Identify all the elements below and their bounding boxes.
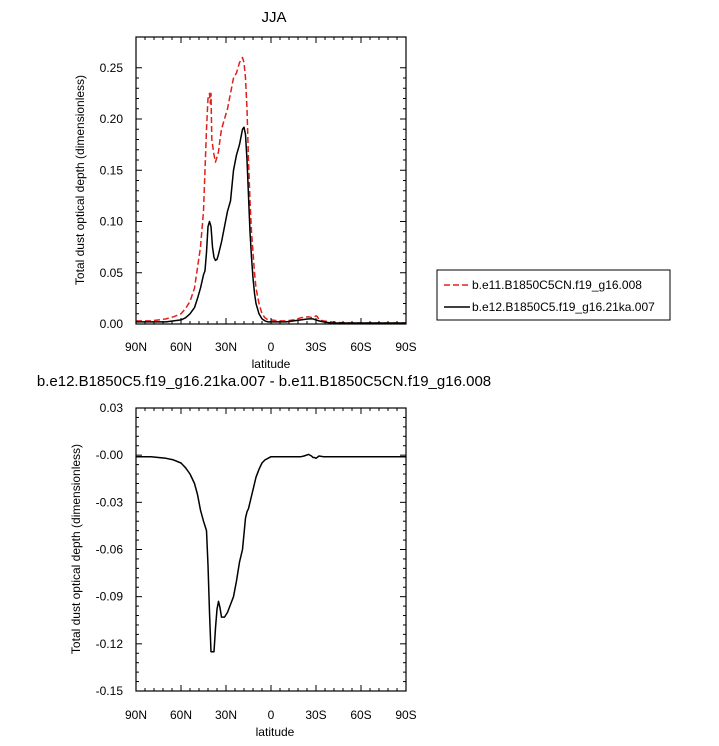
top-ylabel: Total dust optical depth (dimensionless) [73, 75, 87, 285]
top-xlabel: latitude [252, 357, 291, 371]
legend-label-series-2: b.e12.B1850C5.f19_g16.21ka.007 [472, 300, 655, 314]
legend-label-series-1: b.e11.B1850C5CN.f19_g16.008 [472, 278, 642, 292]
bottom-plot-frame [135, 407, 407, 692]
top-ytick-label: 0.20 [100, 112, 124, 126]
top-xtick-label: 0 [268, 340, 275, 354]
bottom-panel: b.e12.B1850C5.f19_g16.21ka.007 - b.e11.B… [37, 373, 491, 739]
top-ticks: 90N 60N 30N 0 30S 60S 90S 0.00 0.05 0.10 0.15 0.20 0… [100, 37, 417, 354]
top-xtick-label: 90N [125, 340, 147, 354]
bottom-plot-lines [136, 453, 406, 653]
bottom-xtick-label: 30S [305, 708, 326, 722]
legend: b.e11.B1850C5CN.f19_g16.008 b.e12.B1850C… [436, 269, 671, 321]
top-ytick-label: 0.25 [100, 61, 124, 75]
top-xtick-label: 30S [305, 340, 326, 354]
bottom-ytick-label: -0.15 [96, 684, 124, 698]
bottom-xtick-label: 60N [170, 708, 192, 722]
bottom-series-1-line [136, 453, 406, 653]
top-plot-lines [136, 56, 406, 324]
bottom-ytick-label: -0.03 [96, 495, 124, 509]
top-panel: JJA 90N 60N 30N 0 30S 60S 90S 0.00 0.05 0.10 0.15 0… [73, 9, 417, 371]
bottom-xtick-label: 90S [395, 708, 416, 722]
legend-box [436, 269, 671, 321]
top-ytick-label: 0.05 [100, 266, 124, 280]
top-xtick-label: 60N [170, 340, 192, 354]
top-title: JJA [261, 9, 286, 26]
top-ytick-label: 0.00 [100, 317, 124, 331]
top-xtick-label: 90S [395, 340, 416, 354]
bottom-xtick-label: 90N [125, 708, 147, 722]
top-xtick-label: 30N [215, 340, 237, 354]
bottom-ylabel: Total dust optical depth (dimensionless) [69, 444, 83, 654]
top-xtick-label: 60S [350, 340, 371, 354]
top-plot-frame [135, 36, 407, 325]
bottom-xtick-label: 30N [215, 708, 237, 722]
top-ytick-label: 0.15 [100, 163, 124, 177]
top-series-1-line [136, 56, 406, 324]
bottom-ticks: 90N 60N 30N 0 30S 60S 90S 0.03 -0.00 -0.03 -0.06 -0… [96, 401, 417, 722]
bottom-ytick-label: -0.00 [96, 448, 124, 462]
bottom-ytick-label: -0.12 [96, 637, 124, 651]
bottom-ytick-label: 0.03 [100, 401, 124, 415]
bottom-xlabel: latitude [256, 725, 295, 739]
top-ytick-label: 0.10 [100, 215, 124, 229]
bottom-xtick-label: 60S [350, 708, 371, 722]
bottom-xtick-label: 0 [268, 708, 275, 722]
bottom-ytick-label: -0.06 [96, 543, 124, 557]
top-series-2-line [136, 126, 406, 324]
bottom-title: b.e12.B1850C5.f19_g16.21ka.007 - b.e11.B… [37, 373, 491, 390]
bottom-ytick-label: -0.09 [96, 590, 124, 604]
